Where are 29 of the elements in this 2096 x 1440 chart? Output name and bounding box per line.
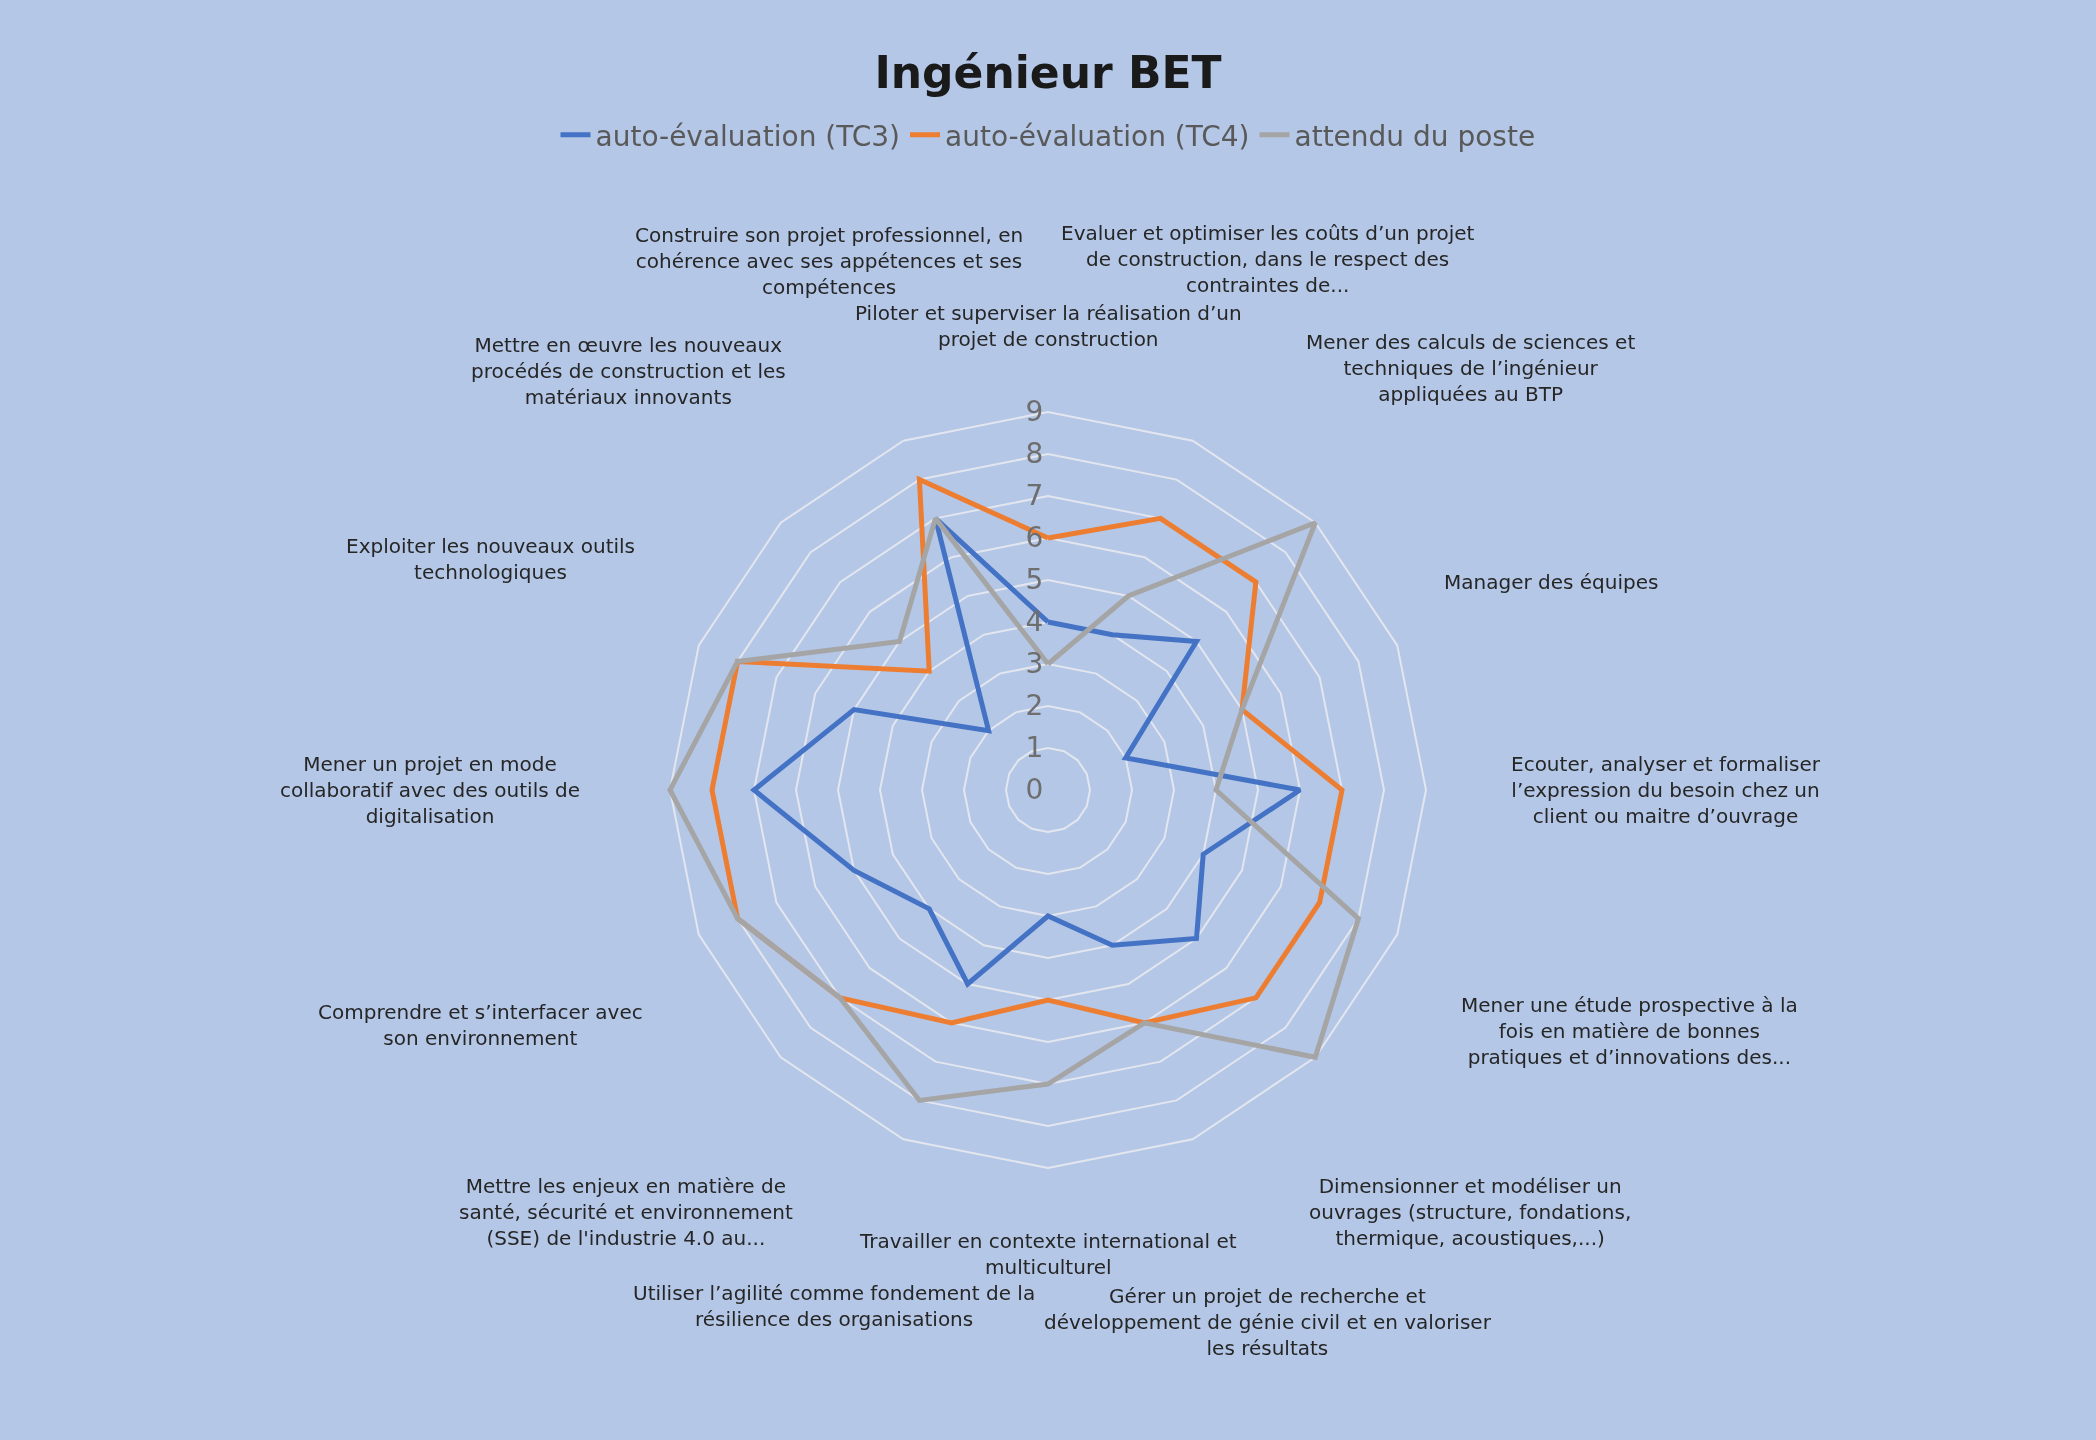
spoke-label: Comprendre et s’interfacer avec son environnement	[318, 1000, 643, 1050]
y-tick-label: 8	[1025, 437, 1044, 471]
spoke-label: Ecouter, analyser et formaliser l’expression du besoin chez un client ou maitre d’ouvrage	[1511, 752, 1821, 828]
chart-title: Ingénieur BET	[874, 47, 1222, 99]
y-tick-label: 9	[1025, 395, 1044, 429]
y-tick-label: 1	[1025, 731, 1044, 765]
spoke-label: Exploiter les nouveaux outils technologiques	[346, 534, 636, 584]
y-tick-label: 0	[1025, 773, 1044, 807]
y-tick-label: 7	[1025, 479, 1044, 513]
spoke-label: Mettre en œuvre les nouveaux procédés de construction et les matériaux innovants	[471, 333, 786, 409]
spoke-label: Gérer un projet de recherche et développement de génie civil et en valoriser les résultats	[1044, 1284, 1492, 1360]
spoke-label: Piloter et superviser la réalisation d’un projet de construction	[855, 301, 1242, 351]
legend-label: attendu du poste	[1294, 119, 1536, 153]
legend-label: auto-évaluation (TC4)	[945, 119, 1250, 153]
y-tick-label: 4	[1025, 605, 1044, 639]
spoke-label: Manager des équipes	[1444, 570, 1659, 594]
spoke-label: Mener des calculs de sciences et techniques de l’ingénieur appliquées au BTP	[1306, 330, 1636, 406]
spoke-label: Mener une étude prospective à la fois en matière de bonnes pratiques et d’innovations des...	[1461, 993, 1798, 1069]
spoke-label: Travailler en contexte international et multiculturel	[859, 1229, 1237, 1279]
spoke-label: Construire son projet professionnel, en cohérence avec ses appétences et ses compétences	[635, 223, 1024, 299]
spoke-label: Evaluer et optimiser les coûts d’un projet de construction, dans le respect des contraintes de...	[1061, 221, 1475, 297]
legend-label: auto-évaluation (TC3)	[595, 119, 900, 153]
y-tick-label: 5	[1025, 563, 1044, 597]
spoke-label: Utiliser l’agilité comme fondement de la résilience des organisations	[633, 1281, 1036, 1331]
spoke-label: Dimensionner et modéliser un ouvrages (structure, fondations, thermique, acoustiques,...)	[1309, 1174, 1632, 1250]
spoke-label: Mettre les enjeux en matière de santé, sécurité et environnement (SSE) de l'industrie 4.0 au...	[459, 1174, 793, 1250]
spoke-label: Mener un projet en mode collaboratif avec des outils de digitalisation	[280, 752, 580, 828]
y-tick-label: 3	[1025, 647, 1044, 681]
y-tick-label: 2	[1025, 689, 1044, 723]
